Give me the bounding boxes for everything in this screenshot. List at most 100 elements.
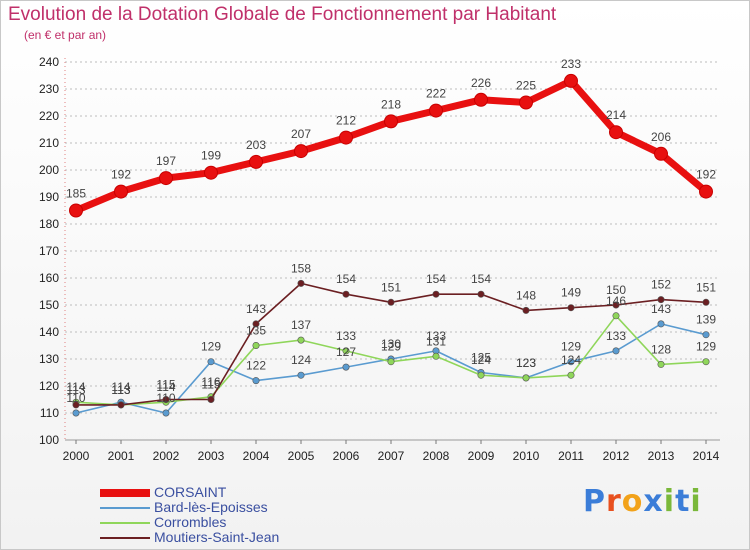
legend-label: Moutiers-Saint-Jean — [154, 529, 280, 546]
data-label-Corrombles: 131 — [426, 334, 446, 348]
data-point-CORSAINT — [429, 103, 443, 118]
data-label-CORSAINT: 197 — [156, 154, 176, 168]
data-label-CORSAINT: 226 — [471, 76, 491, 90]
y-tick-label: 150 — [39, 298, 59, 312]
data-point-Moutiers-Saint-Jean — [342, 290, 350, 298]
data-point-CORSAINT — [609, 125, 623, 140]
legend-label: Corrombles — [154, 514, 227, 531]
data-label-Bard-lès-Epoisses: 139 — [696, 313, 716, 327]
data-point-Moutiers-Saint-Jean — [657, 296, 665, 304]
y-tick-label: 180 — [39, 217, 59, 231]
data-point-CORSAINT — [654, 146, 668, 161]
data-label-Corrombles: 133 — [336, 329, 356, 343]
data-point-Moutiers-Saint-Jean — [702, 298, 710, 306]
legend-swatch — [100, 506, 150, 509]
data-point-CORSAINT — [249, 154, 263, 169]
legend-item: Bard-lès-Epoisses — [100, 499, 279, 516]
data-label-Moutiers-Saint-Jean: 113 — [66, 383, 85, 397]
data-label-CORSAINT: 214 — [606, 108, 626, 122]
logo-letter: i — [663, 484, 676, 519]
data-point-Bard-lès-Epoisses — [252, 377, 260, 385]
x-tick-label: 2014 — [693, 449, 720, 463]
data-point-CORSAINT — [69, 203, 83, 218]
y-tick-label: 100 — [39, 433, 59, 447]
data-label-Corrombles: 116 — [201, 375, 220, 389]
data-point-CORSAINT — [114, 184, 128, 199]
legend-label: Bard-lès-Epoisses — [154, 499, 268, 516]
logo-letter: i — [690, 484, 702, 519]
data-point-Corrombles — [567, 371, 575, 379]
x-tick-label: 2004 — [243, 449, 270, 463]
legend-item: CORSAINT — [100, 484, 279, 501]
data-label-Moutiers-Saint-Jean: 151 — [696, 280, 716, 294]
data-label-CORSAINT: 233 — [561, 57, 581, 71]
data-point-Corrombles — [702, 358, 710, 366]
data-label-Corrombles: 135 — [246, 324, 266, 338]
proxiti-logo: Proxiti — [583, 484, 702, 519]
y-tick-label: 190 — [39, 190, 59, 204]
x-tick-label: 2000 — [63, 449, 90, 463]
data-label-CORSAINT: 222 — [426, 87, 446, 101]
data-label-Corrombles: 113 — [111, 383, 130, 397]
x-tick-label: 2010 — [513, 449, 540, 463]
data-point-CORSAINT — [699, 184, 713, 199]
logo-letter: r — [606, 484, 622, 519]
data-label-CORSAINT: 225 — [516, 79, 536, 93]
data-label-CORSAINT: 207 — [291, 127, 311, 141]
logo-letter: o — [621, 484, 644, 519]
data-label-Moutiers-Saint-Jean: 149 — [561, 286, 581, 300]
data-label-Bard-lès-Epoisses: 127 — [336, 345, 356, 359]
x-tick-label: 2008 — [423, 449, 450, 463]
data-point-Corrombles — [432, 352, 440, 360]
data-point-CORSAINT — [474, 92, 488, 107]
data-point-Corrombles — [477, 371, 485, 379]
data-point-Corrombles — [522, 374, 530, 382]
data-label-Moutiers-Saint-Jean: 143 — [246, 302, 266, 316]
data-label-Bard-lès-Epoisses: 123 — [516, 356, 536, 370]
data-point-Bard-lès-Epoisses — [342, 363, 350, 371]
data-label-Corrombles: 114 — [66, 380, 85, 394]
data-label-Bard-lès-Epoisses: 124 — [291, 353, 311, 367]
data-point-Bard-lès-Epoisses — [612, 347, 620, 355]
data-label-Moutiers-Saint-Jean: 154 — [426, 272, 446, 286]
data-point-CORSAINT — [294, 144, 308, 159]
x-tick-label: 2002 — [153, 449, 180, 463]
data-point-Corrombles — [297, 336, 305, 344]
data-label-Bard-lès-Epoisses: 125 — [471, 351, 491, 365]
x-tick-label: 2009 — [468, 449, 495, 463]
data-point-Corrombles — [612, 312, 620, 320]
data-label-Moutiers-Saint-Jean: 148 — [516, 288, 536, 302]
data-label-Corrombles: 124 — [471, 353, 491, 367]
logo-letter: P — [583, 484, 606, 519]
data-point-CORSAINT — [519, 95, 533, 110]
data-point-Corrombles — [387, 358, 395, 366]
data-point-Bard-lès-Epoisses — [207, 358, 215, 366]
data-point-CORSAINT — [159, 171, 173, 186]
data-label-Moutiers-Saint-Jean: 115 — [201, 378, 220, 392]
data-point-Moutiers-Saint-Jean — [477, 290, 485, 298]
data-point-Bard-lès-Epoisses — [72, 409, 80, 417]
data-point-Moutiers-Saint-Jean — [522, 306, 530, 314]
data-point-Moutiers-Saint-Jean — [567, 304, 575, 312]
y-tick-label: 210 — [39, 136, 59, 150]
data-point-Bard-lès-Epoisses — [657, 320, 665, 328]
data-point-Moutiers-Saint-Jean — [117, 401, 125, 409]
legend-label: CORSAINT — [154, 484, 227, 501]
legend-swatch — [100, 536, 150, 539]
data-label-Bard-lès-Epoisses: 114 — [111, 380, 130, 394]
logo-letter: t — [675, 484, 691, 519]
data-point-Moutiers-Saint-Jean — [207, 395, 215, 403]
data-label-Bard-lès-Epoisses: 110 — [66, 391, 85, 405]
data-label-Corrombles: 129 — [696, 340, 716, 354]
legend-item: Moutiers-Saint-Jean — [100, 529, 280, 546]
y-tick-label: 200 — [39, 163, 59, 177]
data-point-Moutiers-Saint-Jean — [387, 298, 395, 306]
logo-letter: x — [643, 484, 664, 519]
data-label-Moutiers-Saint-Jean: 154 — [336, 272, 356, 286]
data-label-Moutiers-Saint-Jean: 154 — [471, 272, 491, 286]
data-point-Moutiers-Saint-Jean — [72, 401, 80, 409]
data-label-CORSAINT: 199 — [201, 149, 221, 163]
data-point-Moutiers-Saint-Jean — [162, 395, 170, 403]
x-tick-label: 2013 — [648, 449, 675, 463]
data-label-Corrombles: 146 — [606, 294, 626, 308]
